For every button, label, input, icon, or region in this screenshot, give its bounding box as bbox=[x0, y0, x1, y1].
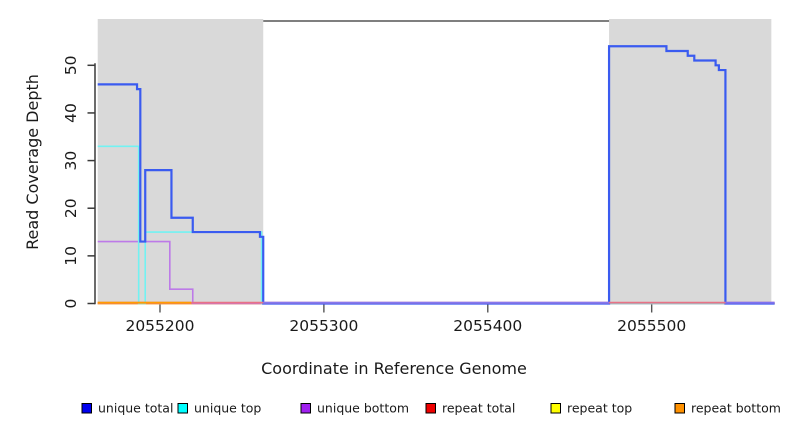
legend-label-unique-total: unique total bbox=[98, 401, 173, 416]
x-tick-label-2055500: 2055500 bbox=[617, 317, 686, 335]
legend-label-repeat-top: repeat top bbox=[567, 401, 632, 416]
legend-swatch-unique-bottom bbox=[300, 403, 311, 414]
shaded-region-0 bbox=[97, 19, 264, 304]
y-tick-label-30: 30 bbox=[62, 151, 80, 171]
legend-label-unique-top: unique top bbox=[194, 401, 261, 416]
y-axis-title: Read Coverage Depth bbox=[23, 74, 42, 250]
y-tick-label-0: 0 bbox=[62, 299, 80, 309]
legend-label-repeat-total: repeat total bbox=[442, 401, 515, 416]
legend-label-repeat-bottom: repeat bottom bbox=[691, 401, 781, 416]
legend-swatch-repeat-top bbox=[550, 403, 561, 414]
x-tick-label-2055200: 2055200 bbox=[125, 317, 194, 335]
x-tick-label-2055400: 2055400 bbox=[453, 317, 522, 335]
y-tick-label-10: 10 bbox=[62, 246, 80, 266]
y-tick-label-20: 20 bbox=[62, 198, 80, 218]
x-axis-title: Coordinate in Reference Genome bbox=[261, 359, 527, 378]
legend-swatch-unique-top bbox=[177, 403, 188, 414]
x-tick-label-2055300: 2055300 bbox=[289, 317, 358, 335]
legend-swatch-repeat-bottom bbox=[674, 403, 685, 414]
legend-swatch-repeat-total bbox=[425, 403, 436, 414]
shaded-region-1 bbox=[609, 19, 772, 304]
y-tick-label-50: 50 bbox=[62, 55, 80, 75]
series-line-unique-top bbox=[97, 145, 775, 305]
legend-label-unique-bottom: unique bottom bbox=[317, 401, 409, 416]
legend-swatch-unique-total bbox=[81, 403, 92, 414]
y-tick-label-40: 40 bbox=[62, 103, 80, 123]
